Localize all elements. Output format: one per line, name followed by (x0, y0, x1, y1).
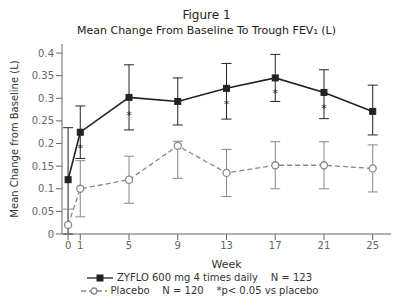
svg-text:0: 0 (48, 229, 54, 240)
svg-text:0.05: 0.05 (32, 206, 54, 217)
svg-text:1: 1 (77, 240, 83, 251)
svg-text:*: * (78, 142, 84, 155)
svg-text:Mean Change from Baseline (L): Mean Change from Baseline (L) (9, 60, 20, 217)
html-text:Placebo N = 120 *p< 0.05 vs pl: Placebo N = 120 *p< 0.05 vs placebo (110, 285, 319, 296)
svg-text:17: 17 (269, 240, 282, 251)
svg-text:9: 9 (175, 240, 181, 251)
svg-text:0.1: 0.1 (38, 183, 54, 194)
svg-text:0.25: 0.25 (32, 115, 54, 126)
svg-text:*: * (126, 109, 132, 122)
svg-text:0.4: 0.4 (38, 48, 54, 59)
svg-text:*: * (272, 87, 278, 100)
svg-text:*: * (224, 98, 230, 111)
svg-text:0.2: 0.2 (38, 138, 54, 149)
svg-text:Week: Week (211, 258, 242, 271)
svg-text:21: 21 (318, 240, 331, 251)
svg-text:0.35: 0.35 (32, 70, 54, 81)
svg-text:5: 5 (126, 240, 132, 251)
svg-text:13: 13 (220, 240, 233, 251)
svg-text:0: 0 (65, 240, 71, 251)
svg-text:25: 25 (366, 240, 379, 251)
html-text:ZYFLO 600 mg 4 times daily N =: ZYFLO 600 mg 4 times daily N = 123 (117, 272, 312, 283)
svg-text:0.15: 0.15 (32, 161, 54, 172)
svg-text:0.3: 0.3 (38, 93, 54, 104)
html-text:Mean Change From Baseline To T: Mean Change From Baseline To Trough FEV₁… (77, 24, 336, 37)
svg-text:*: * (321, 102, 327, 115)
html-text:Figure 1: Figure 1 (182, 8, 231, 22)
